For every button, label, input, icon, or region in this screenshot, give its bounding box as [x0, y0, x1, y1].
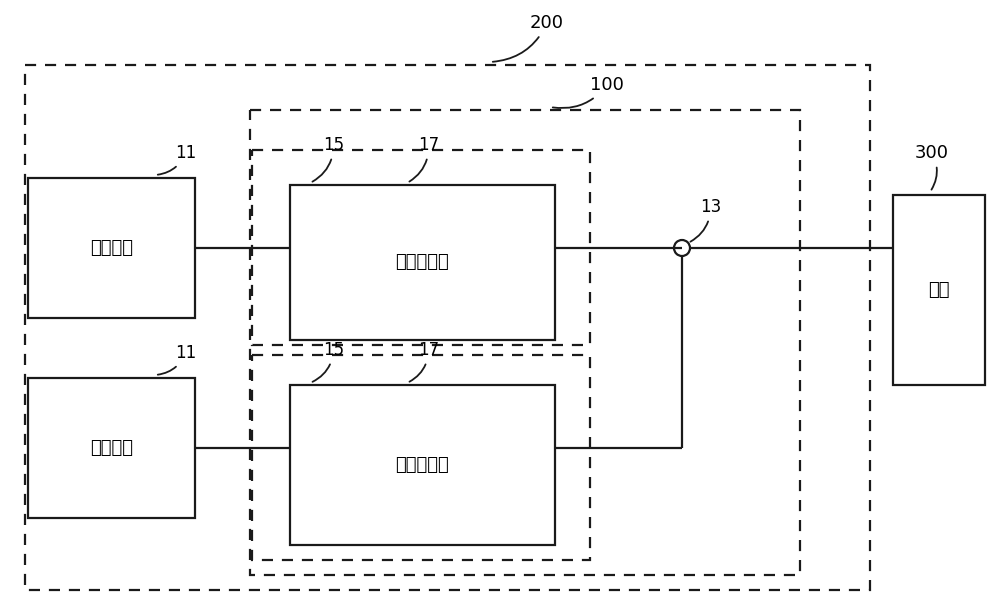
Text: 15: 15: [312, 136, 344, 181]
Bar: [252, 150, 590, 345]
Bar: [290, 185, 555, 340]
Text: 11: 11: [158, 344, 196, 375]
Text: 11: 11: [158, 144, 196, 175]
Text: 17: 17: [409, 341, 439, 382]
Text: 100: 100: [553, 76, 624, 108]
Text: 15: 15: [313, 341, 344, 382]
Text: 负载: 负载: [928, 281, 950, 299]
Bar: [28, 378, 195, 518]
Bar: [252, 355, 590, 560]
Text: 300: 300: [915, 144, 949, 189]
Text: 13: 13: [690, 198, 721, 242]
Text: 电源模块: 电源模块: [90, 439, 133, 457]
Text: 200: 200: [493, 14, 564, 62]
Text: 缓启动电路: 缓启动电路: [396, 254, 449, 272]
Bar: [28, 178, 195, 318]
Text: 17: 17: [409, 136, 439, 181]
Bar: [290, 385, 555, 545]
Bar: [250, 110, 800, 575]
Bar: [25, 65, 870, 590]
Text: 缓启动电路: 缓启动电路: [396, 456, 449, 474]
Text: 电源模块: 电源模块: [90, 239, 133, 257]
Bar: [893, 195, 985, 385]
